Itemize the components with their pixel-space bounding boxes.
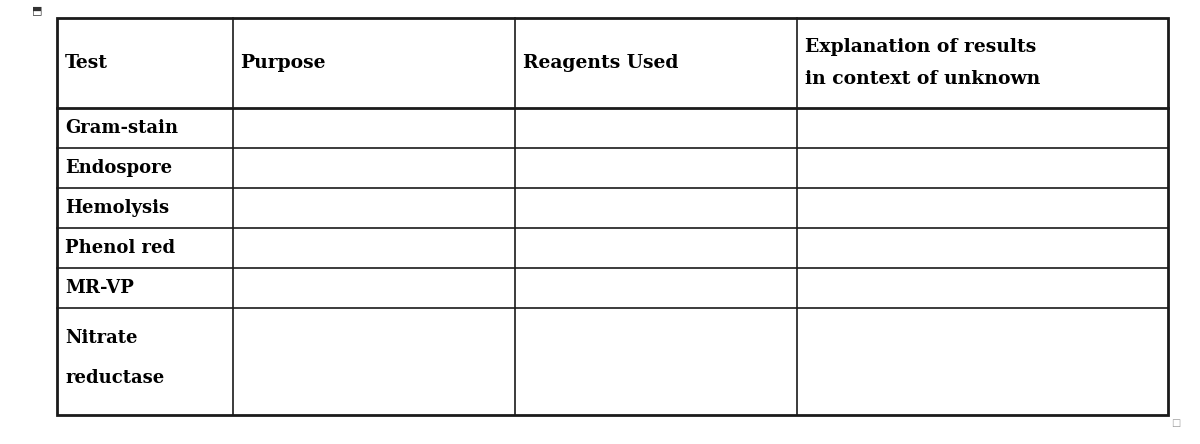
Text: Purpose: Purpose — [240, 54, 326, 72]
Text: Nitrate: Nitrate — [65, 329, 138, 347]
Text: Gram-stain: Gram-stain — [65, 119, 178, 137]
Bar — [58, 18, 1168, 415]
Text: Endospore: Endospore — [65, 159, 172, 177]
Text: Reagents Used: Reagents Used — [523, 54, 678, 72]
Text: □: □ — [1171, 418, 1181, 428]
Text: MR-VP: MR-VP — [65, 279, 134, 297]
Text: Test: Test — [65, 54, 108, 72]
Text: reductase: reductase — [65, 369, 164, 387]
Text: ⬒: ⬒ — [31, 5, 42, 15]
Text: Phenol red: Phenol red — [65, 239, 175, 257]
Text: in context of unknown: in context of unknown — [805, 70, 1040, 88]
Text: Hemolysis: Hemolysis — [65, 199, 169, 217]
Text: Explanation of results: Explanation of results — [805, 38, 1036, 56]
